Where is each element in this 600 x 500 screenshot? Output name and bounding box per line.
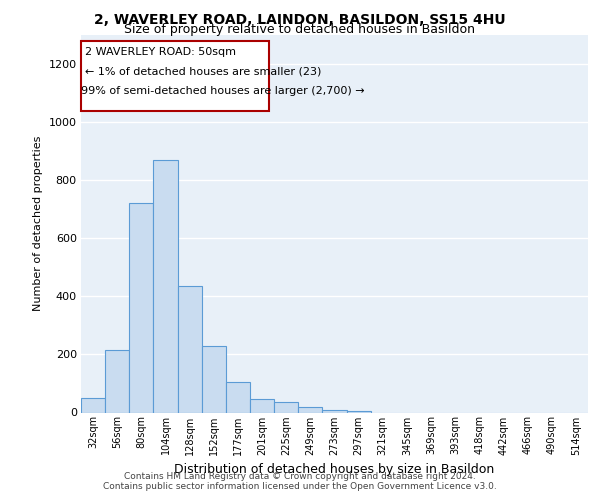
X-axis label: Distribution of detached houses by size in Basildon: Distribution of detached houses by size … (175, 463, 494, 476)
Bar (129, 204, 154, 412)
Bar (274, 402, 298, 412)
Text: 2 WAVERLEY ROAD: 50sqm: 2 WAVERLEY ROAD: 50sqm (85, 46, 236, 56)
Text: Size of property relative to detached houses in Basildon: Size of property relative to detached ho… (125, 22, 476, 36)
Bar (178, 286, 202, 412)
Text: Contains HM Land Registry data © Crown copyright and database right 2024.: Contains HM Land Registry data © Crown c… (124, 472, 476, 481)
Text: 99% of semi-detached houses are larger (2,700) →: 99% of semi-detached houses are larger (… (81, 86, 365, 97)
Bar (250, 400, 274, 412)
Bar (105, 350, 129, 412)
Y-axis label: Number of detached properties: Number of detached properties (33, 136, 43, 312)
Bar (322, 410, 347, 412)
Text: 2, WAVERLEY ROAD, LAINDON, BASILDON, SS15 4HU: 2, WAVERLEY ROAD, LAINDON, BASILDON, SS1… (94, 12, 506, 26)
Bar (202, 346, 226, 412)
FancyBboxPatch shape (81, 41, 269, 110)
Bar (298, 406, 322, 412)
Bar (226, 382, 250, 412)
Text: ← 1% of detached houses are smaller (23): ← 1% of detached houses are smaller (23) (85, 66, 321, 76)
Bar (347, 411, 371, 412)
Bar (154, 160, 178, 412)
Bar (81, 398, 105, 412)
Text: Contains public sector information licensed under the Open Government Licence v3: Contains public sector information licen… (103, 482, 497, 491)
